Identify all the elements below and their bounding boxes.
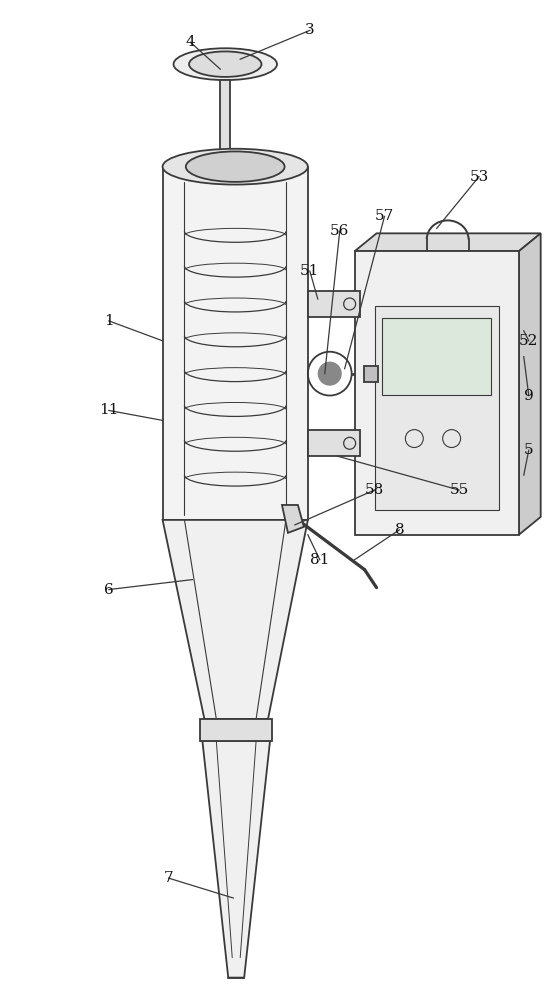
Ellipse shape [186,151,285,182]
Bar [308,291,359,317]
Ellipse shape [174,48,277,80]
Polygon shape [162,520,308,719]
Text: 53: 53 [469,170,489,184]
Text: 1: 1 [104,314,114,328]
Bar [374,306,499,510]
Text: 6: 6 [104,583,114,597]
Text: 3: 3 [305,23,315,37]
Bar [355,251,519,535]
Bar [200,719,272,741]
Text: 9: 9 [524,389,533,403]
Circle shape [318,362,342,386]
Text: 57: 57 [375,209,394,223]
Bar [364,366,378,382]
Text: 58: 58 [365,483,384,497]
Bar [382,318,491,395]
Bar [220,80,230,167]
Text: 55: 55 [450,483,469,497]
Bar [308,430,359,456]
Text: 7: 7 [163,871,174,885]
Ellipse shape [162,149,308,185]
Text: 8: 8 [395,523,404,537]
Text: 5: 5 [524,443,533,457]
Text: 52: 52 [519,334,538,348]
Ellipse shape [189,51,262,77]
Text: 4: 4 [186,35,195,49]
Text: 81: 81 [310,553,329,567]
Text: 56: 56 [330,224,349,238]
Polygon shape [203,741,270,978]
Bar [162,167,308,520]
Polygon shape [282,505,304,533]
Polygon shape [355,233,541,251]
Text: 51: 51 [300,264,320,278]
Polygon shape [519,233,541,535]
Text: 11: 11 [99,403,119,417]
